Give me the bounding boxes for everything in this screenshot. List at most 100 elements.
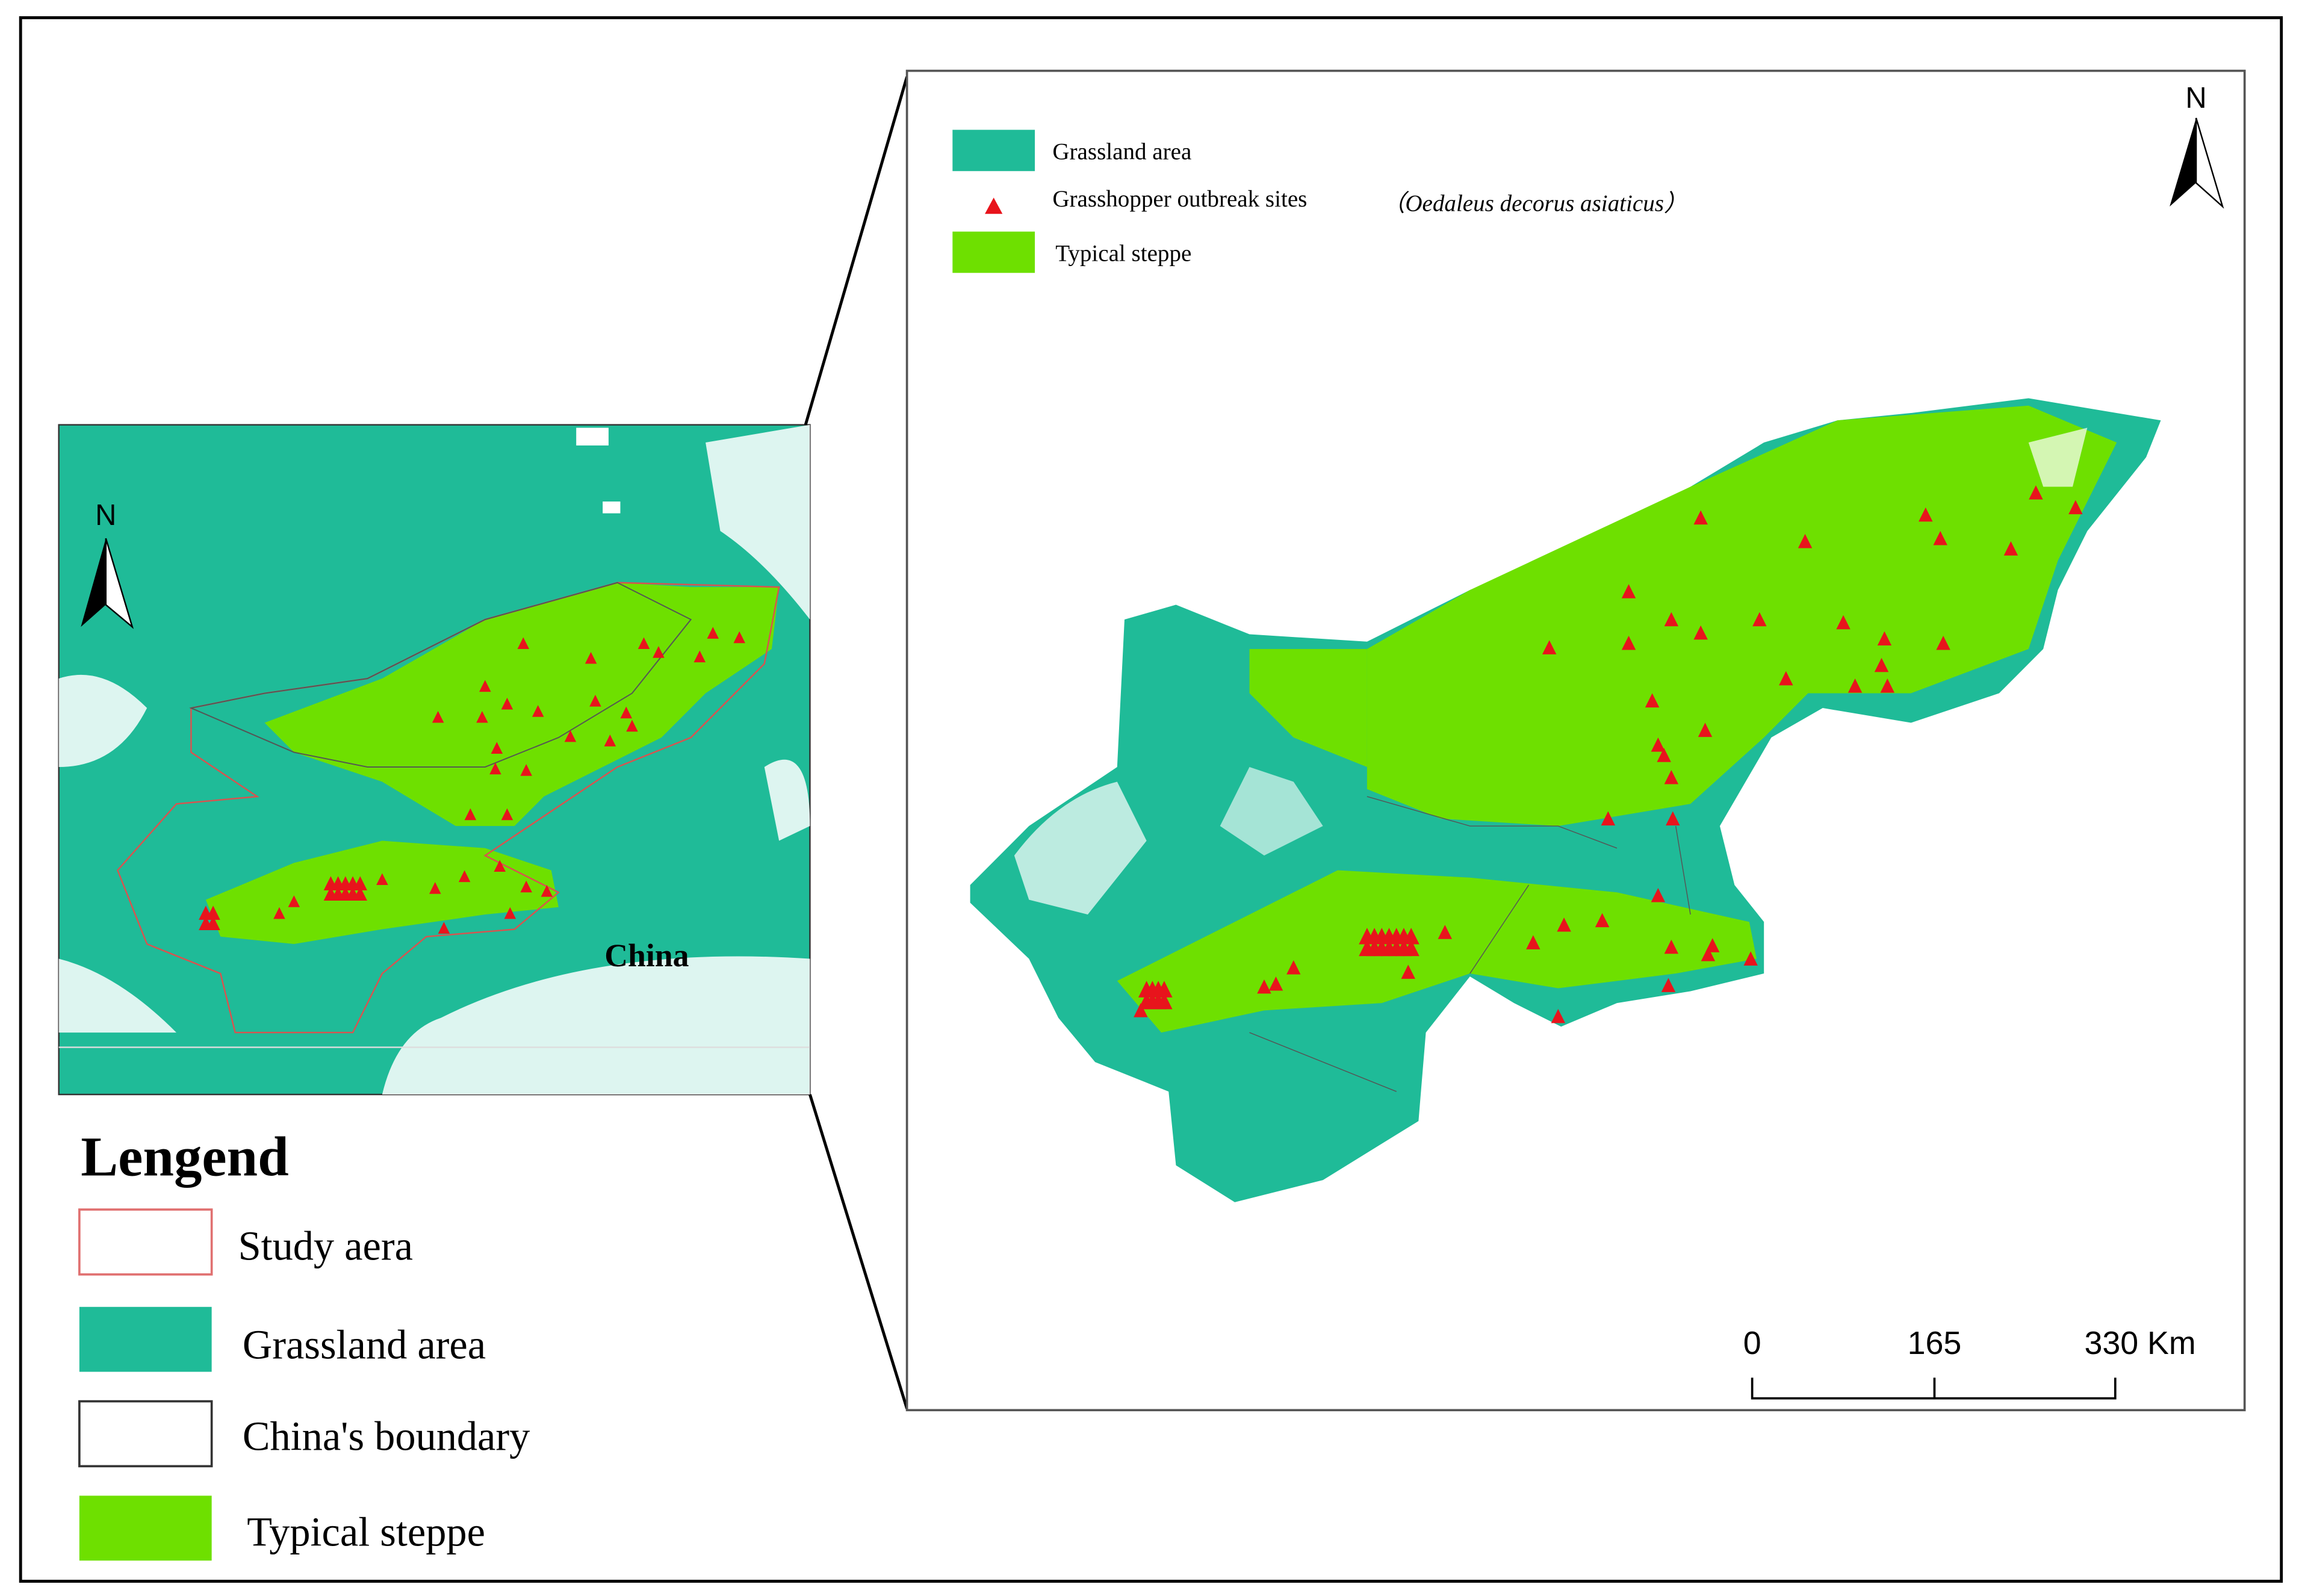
legend-item: Study aera	[238, 1223, 413, 1268]
outbreak-site	[206, 916, 220, 931]
outbreak-site	[517, 637, 530, 650]
outbreak-site	[206, 905, 220, 920]
outbreak-site	[1438, 925, 1453, 939]
legend-title: Lengend	[81, 1126, 288, 1188]
outbreak-site	[464, 808, 477, 821]
legend-item: China's boundary	[243, 1413, 530, 1459]
steppe-region	[1367, 405, 2117, 827]
outbreak-site	[1877, 631, 1892, 646]
legend-swatch	[78, 1400, 213, 1468]
outbreak-site	[1257, 979, 1271, 994]
outbreak-site	[1403, 928, 1419, 945]
scale-label: 330 Km	[2084, 1325, 2195, 1361]
outbreak-site	[2068, 500, 2083, 515]
outbreak-site	[479, 680, 491, 692]
outbreak-site	[1645, 693, 1660, 708]
main-legend-swatch	[952, 231, 1035, 273]
outbreak-site	[638, 637, 650, 650]
outbreak-site	[520, 880, 532, 893]
inset-lake	[576, 427, 609, 446]
scale-label: 165	[1908, 1325, 1962, 1361]
outbreak-site	[1621, 635, 1636, 650]
legend-swatch	[79, 1306, 212, 1372]
outbreak-site	[353, 886, 367, 901]
outbreak-site	[589, 694, 601, 707]
outbreak-site	[489, 762, 501, 775]
outbreak-site	[707, 627, 719, 639]
north-arrow	[2195, 117, 2224, 209]
outbreak-site	[1874, 657, 1889, 672]
outbreak-site	[1664, 939, 1679, 954]
inset-map: N China	[58, 424, 811, 1096]
outbreak-site	[1798, 533, 1813, 548]
outbreak-site	[1693, 510, 1708, 525]
inset-outbreak-sites	[199, 627, 746, 934]
outbreak-site	[438, 922, 450, 934]
steppe-region	[1249, 649, 1367, 768]
outbreak-site	[1919, 507, 1933, 522]
cloud-patch	[1220, 767, 1323, 856]
main-legend-item: Typical steppe	[1055, 241, 1191, 267]
outbreak-site	[733, 631, 746, 644]
outbreak-site	[501, 697, 513, 710]
outbreak-site	[1156, 981, 1173, 998]
outbreak-site	[501, 808, 513, 821]
outbreak-site	[1557, 917, 1571, 932]
outbreak-site	[1743, 951, 1758, 966]
outbreak-site	[1848, 678, 1863, 693]
main-legend-symbol	[985, 197, 1003, 214]
main-map: Grassland area Grasshopper outbreak site…	[905, 69, 2246, 1412]
inset-north-arrow	[105, 538, 134, 629]
inset-lake	[603, 501, 621, 514]
steppe-region	[1117, 870, 1757, 1033]
outbreak-sites	[1134, 485, 2083, 1023]
outbreak-site	[1286, 960, 1301, 975]
outbreak-site	[564, 730, 577, 742]
outbreak-site	[1693, 625, 1708, 640]
outbreak-site	[429, 882, 441, 894]
outbreak-site	[1752, 612, 1767, 627]
outbreak-site	[626, 719, 638, 732]
inset-steppe	[264, 582, 780, 827]
outbreak-site	[1651, 887, 1666, 902]
boundary-line	[1249, 796, 1691, 1092]
main-legend-item: Grassland area	[1052, 139, 1191, 165]
outbreak-site	[1779, 671, 1793, 686]
outbreak-site	[1401, 964, 1415, 979]
scale-bar	[1751, 1377, 2117, 1400]
legend-swatch	[79, 1495, 212, 1561]
inset-north-label: N	[95, 499, 116, 532]
outbreak-site	[376, 873, 388, 886]
outbreak-site	[1657, 748, 1671, 762]
outbreak-site	[1836, 615, 1851, 630]
connector-line	[804, 76, 908, 426]
outbreak-site	[1156, 992, 1173, 1010]
outbreak-site	[693, 650, 706, 663]
outbreak-site	[1664, 612, 1679, 627]
outbreak-site	[2003, 541, 2018, 556]
outbreak-site	[653, 646, 665, 658]
outbreak-site	[1601, 811, 1616, 826]
outbreak-site	[476, 710, 488, 723]
outbreak-site	[1651, 737, 1666, 752]
outbreak-site	[1880, 678, 1895, 693]
outbreak-site	[1664, 769, 1679, 784]
outbreak-site	[458, 870, 471, 883]
outbreak-site	[520, 764, 532, 776]
outbreak-site	[1268, 976, 1283, 991]
outbreak-site	[432, 710, 444, 723]
outbreak-site	[1936, 635, 1950, 650]
outbreak-site	[541, 885, 553, 897]
outbreak-site	[585, 651, 597, 664]
country-label: China	[604, 937, 689, 973]
outbreak-site	[1403, 939, 1419, 957]
outbreak-site	[1661, 978, 1676, 992]
outbreak-site	[1701, 946, 1716, 961]
inset-steppe	[205, 840, 559, 945]
inset-cloud-patch	[58, 424, 810, 1095]
legend: Lengend Study aera Grassland area China'…	[78, 1126, 530, 1561]
outbreak-site	[620, 706, 632, 719]
legend-swatch	[78, 1208, 213, 1276]
outbreak-site	[1526, 935, 1540, 949]
